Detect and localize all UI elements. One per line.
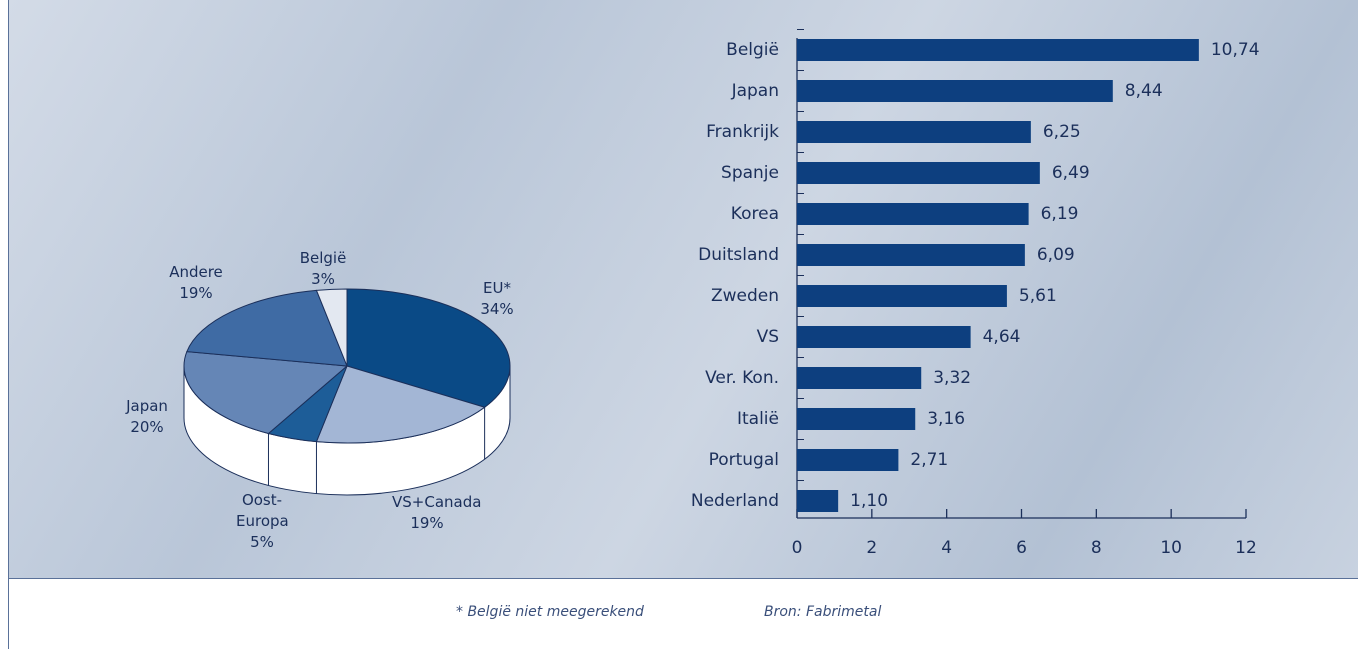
- y-tick-label: België: [726, 40, 779, 60]
- y-tick-label: Korea: [731, 204, 779, 224]
- y-tick-label: Zweden: [711, 286, 779, 306]
- value-label: 6,49: [1052, 163, 1090, 183]
- y-tick-label: Ver. Kon.: [705, 368, 779, 388]
- value-label: 10,74: [1211, 40, 1260, 60]
- y-tick-label: Nederland: [691, 491, 779, 511]
- y-tick-label: Duitsland: [698, 245, 779, 265]
- bar: [797, 490, 838, 512]
- value-label: 6,09: [1037, 245, 1075, 265]
- bar: [797, 244, 1025, 266]
- pie-label: Oost-Europa: [236, 490, 288, 532]
- value-label: 3,16: [927, 409, 965, 429]
- y-tick-label: Japan: [731, 81, 779, 101]
- bar: [797, 39, 1199, 61]
- value-label: 1,10: [850, 491, 888, 511]
- pie-value-label: 19%: [161, 283, 231, 304]
- x-tick-label: 2: [866, 538, 877, 558]
- pie-value-label: 19%: [392, 513, 462, 534]
- value-label: 6,25: [1043, 122, 1081, 142]
- bar: [797, 162, 1040, 184]
- page: 0 2 4 6 8 10 12 België 10,74 Japan 8,44 Frankrijk 6,…: [0, 0, 1358, 649]
- pie-value-label: 5%: [227, 532, 297, 553]
- pie-label: Japan: [112, 396, 182, 417]
- bar: [797, 80, 1113, 102]
- pie-value-label: 34%: [462, 299, 532, 320]
- value-label: 6,19: [1041, 204, 1079, 224]
- y-tick-label: Frankrijk: [706, 122, 779, 142]
- footnote: * België niet meegerekend: [456, 604, 644, 620]
- value-label: 2,71: [910, 450, 948, 470]
- bar: [797, 408, 915, 430]
- bar: [797, 285, 1007, 307]
- pie-value-label: 3%: [288, 269, 358, 290]
- x-tick-label: 4: [941, 538, 952, 558]
- source-note: Bron: Fabrimetal: [764, 604, 881, 620]
- pie-label: EU*: [462, 278, 532, 299]
- x-tick-label: 0: [792, 538, 803, 558]
- bar: [797, 367, 921, 389]
- pie-label: VS+Canada: [392, 492, 462, 513]
- chart: 0 2 4 6 8 10 12 België 10,74 Japan 8,44 Frankrijk 6,…: [0, 0, 1358, 649]
- x-tick-label: 10: [1160, 538, 1182, 558]
- x-tick-label: 8: [1091, 538, 1102, 558]
- y-tick-label: VS: [757, 327, 779, 347]
- y-tick-label: Spanje: [721, 163, 779, 183]
- x-tick-label: 6: [1016, 538, 1027, 558]
- pie-label: Andere: [161, 262, 231, 283]
- value-label: 5,61: [1019, 286, 1057, 306]
- value-label: 4,64: [983, 327, 1021, 347]
- pie-value-label: 20%: [112, 417, 182, 438]
- value-label: 3,32: [933, 368, 971, 388]
- x-tick-label: 12: [1235, 538, 1257, 558]
- pie-label: België: [288, 248, 358, 269]
- bar: [797, 203, 1029, 225]
- y-tick-label: Italië: [737, 409, 779, 429]
- y-tick-label: Portugal: [709, 450, 779, 470]
- bar: [797, 326, 971, 348]
- value-label: 8,44: [1125, 81, 1163, 101]
- bar: [797, 449, 898, 471]
- bar: [797, 121, 1031, 143]
